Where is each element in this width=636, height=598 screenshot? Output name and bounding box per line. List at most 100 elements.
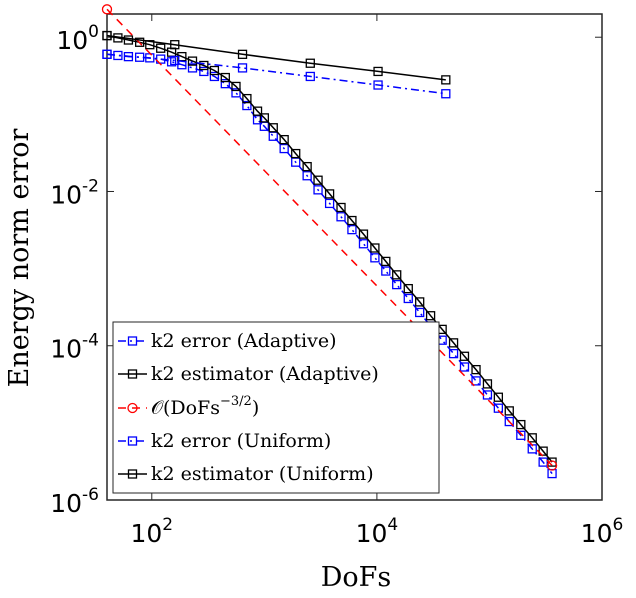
data-point xyxy=(527,433,537,443)
tick-labels: 102 104 106 100 10-2 10-4 10-6 xyxy=(50,22,623,548)
legend-label: k2 estimator (Adaptive) xyxy=(151,363,379,385)
series-1 xyxy=(102,30,557,467)
legend: k2 error (Adaptive) k2 estimator (Adaptiv… xyxy=(112,321,440,494)
data-point xyxy=(305,71,315,82)
data-point xyxy=(415,307,425,318)
legend-marker xyxy=(127,436,138,446)
series-line-1 xyxy=(106,34,553,463)
data-point xyxy=(392,279,402,290)
series-line-3 xyxy=(106,53,446,95)
data-point xyxy=(538,446,548,456)
data-point xyxy=(187,56,198,66)
y-tick-label: 10-4 xyxy=(50,331,99,364)
data-point xyxy=(358,239,369,249)
series-line-0 xyxy=(106,53,553,475)
data-point xyxy=(336,202,346,213)
data-point xyxy=(425,311,436,321)
data-point xyxy=(336,212,346,222)
data-point xyxy=(516,430,526,440)
data-point xyxy=(220,79,230,89)
x-tick-label: 102 xyxy=(130,515,173,548)
data-point xyxy=(381,266,391,276)
data-point xyxy=(252,106,263,116)
data-point xyxy=(209,71,220,82)
data-point xyxy=(471,376,481,386)
data-point xyxy=(493,403,504,413)
data-point xyxy=(403,293,413,304)
data-point xyxy=(347,215,357,226)
data-point xyxy=(123,35,134,45)
series-group xyxy=(101,4,558,479)
data-point xyxy=(279,134,289,145)
y-axis-label: Energy norm error xyxy=(4,129,35,388)
data-point xyxy=(170,55,180,66)
legend-entry-0: k2 error (Adaptive) xyxy=(118,330,337,352)
data-point xyxy=(302,161,312,172)
data-point xyxy=(538,457,548,467)
series-2 xyxy=(101,4,558,471)
data-point xyxy=(134,37,145,47)
data-point xyxy=(237,63,248,73)
data-point xyxy=(373,80,383,90)
data-point xyxy=(347,224,357,235)
data-point xyxy=(259,113,269,123)
x-tick-label: 106 xyxy=(581,515,624,548)
data-point xyxy=(504,416,514,427)
legend-marker xyxy=(127,469,138,479)
data-point xyxy=(370,253,380,263)
data-point xyxy=(102,49,112,59)
data-point xyxy=(373,66,383,77)
legend-entry-4: k2 estimator (Uniform) xyxy=(118,463,374,485)
data-point xyxy=(242,93,252,104)
data-point xyxy=(209,65,220,76)
legend-label: k2 estimator (Uniform) xyxy=(151,463,374,485)
data-point xyxy=(504,406,514,416)
data-point xyxy=(313,175,323,185)
legend-box xyxy=(112,321,440,494)
data-point xyxy=(358,229,369,239)
data-point xyxy=(459,351,470,361)
legend-marker xyxy=(127,336,138,346)
data-point xyxy=(102,30,112,41)
data-point xyxy=(324,198,335,209)
data-point xyxy=(313,185,323,195)
series-3 xyxy=(102,49,451,99)
data-point xyxy=(199,60,209,71)
data-point xyxy=(170,40,180,50)
data-point xyxy=(101,4,113,15)
data-point xyxy=(493,392,504,402)
series-line-4 xyxy=(106,34,446,81)
data-point xyxy=(459,362,470,372)
legend-entry-3: k2 error (Uniform) xyxy=(118,430,331,452)
legend-marker xyxy=(127,402,138,414)
data-point xyxy=(291,148,301,159)
data-point xyxy=(403,283,413,294)
data-point xyxy=(448,338,459,348)
data-point xyxy=(415,297,425,307)
data-point xyxy=(156,43,166,53)
series-4 xyxy=(102,30,451,85)
data-point xyxy=(305,58,315,68)
data-point xyxy=(392,270,402,280)
legend-entry-2: 𝒪(DoFs−3/2) xyxy=(118,394,259,419)
data-point xyxy=(268,123,278,133)
legend-entry-1: k2 estimator (Adaptive) xyxy=(118,363,379,385)
legend-label: k2 error (Adaptive) xyxy=(151,330,337,352)
data-point xyxy=(441,89,451,99)
data-point xyxy=(242,100,252,111)
data-point xyxy=(370,243,380,253)
y-tick-label: 100 xyxy=(56,22,99,55)
legend-label: k2 error (Uniform) xyxy=(151,430,331,452)
x-tick-label: 104 xyxy=(356,515,399,548)
data-point xyxy=(231,88,241,98)
data-point xyxy=(302,171,312,181)
data-point xyxy=(237,49,248,59)
data-point xyxy=(279,143,289,154)
data-point xyxy=(441,75,451,85)
data-point xyxy=(448,348,459,359)
data-point xyxy=(166,57,177,67)
data-point xyxy=(324,189,335,199)
y-tick-label: 10-2 xyxy=(50,176,99,209)
x-axis-label: DoFs xyxy=(321,562,392,593)
